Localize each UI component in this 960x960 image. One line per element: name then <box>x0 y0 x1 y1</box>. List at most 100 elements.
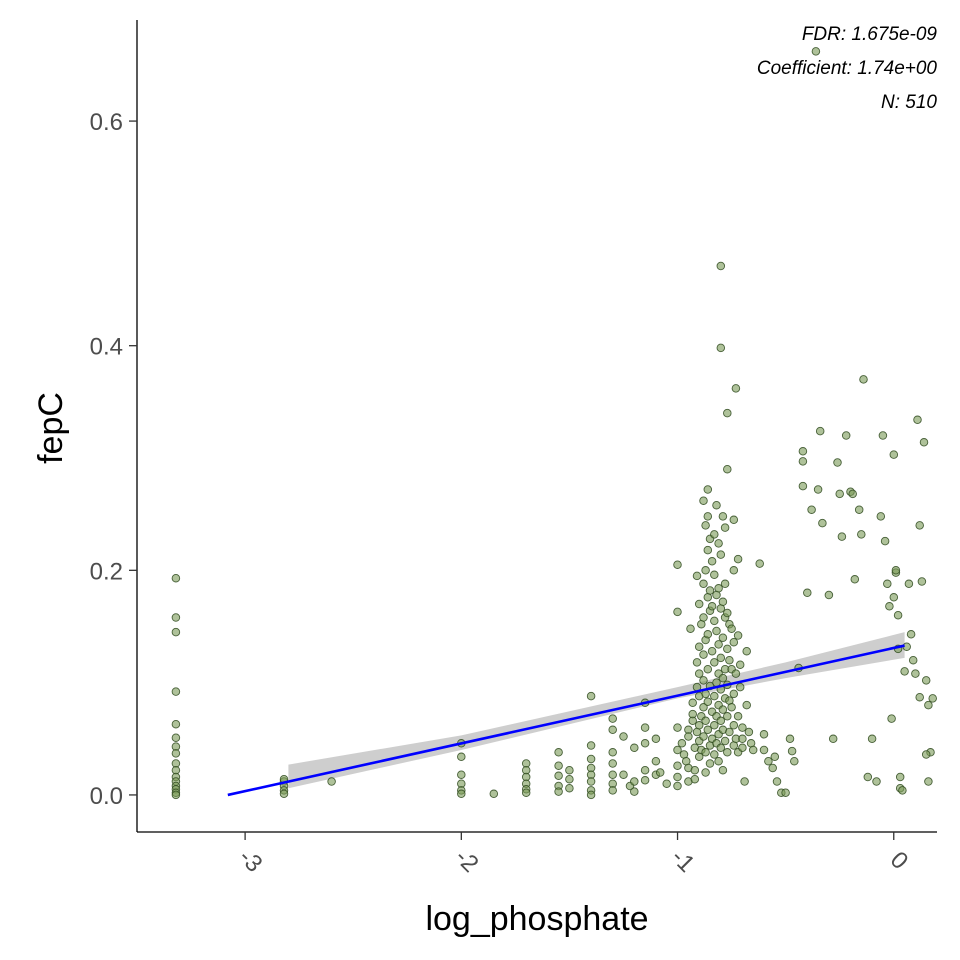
data-point <box>720 736 730 746</box>
data-point <box>710 750 719 759</box>
data-point <box>673 781 682 791</box>
data-point <box>904 579 914 589</box>
data-point <box>768 763 777 773</box>
data-point <box>640 739 650 748</box>
data-point <box>785 734 795 744</box>
data-point <box>673 607 682 617</box>
data-point <box>171 749 181 758</box>
data-point <box>703 725 713 735</box>
data-point <box>712 500 721 510</box>
fit-line <box>227 644 905 797</box>
data-point <box>705 759 715 768</box>
data-point <box>279 789 289 799</box>
data-point <box>688 709 697 719</box>
data-point <box>171 687 181 696</box>
data-point <box>917 577 927 586</box>
data-point <box>608 786 617 795</box>
data-point <box>489 789 499 799</box>
data-point <box>716 743 726 753</box>
data-point <box>924 700 933 710</box>
data-point <box>710 658 719 667</box>
data-point <box>699 613 708 622</box>
data-point <box>878 431 888 440</box>
data-point <box>651 734 661 744</box>
data-point <box>718 673 728 683</box>
data-point <box>554 771 563 781</box>
data-point <box>712 626 721 636</box>
data-point <box>723 748 732 757</box>
data-point <box>735 660 745 669</box>
data-point <box>735 682 745 692</box>
data-point <box>723 644 732 654</box>
data-point <box>699 579 708 589</box>
data-point <box>703 545 713 555</box>
data-point <box>913 415 922 425</box>
data-point <box>701 768 710 777</box>
data-point <box>703 512 713 521</box>
data-point <box>759 730 769 739</box>
data-point <box>738 734 747 744</box>
data-point <box>662 779 671 788</box>
data-point <box>813 485 823 494</box>
data-point <box>710 691 719 701</box>
data-point <box>565 765 574 775</box>
data-point <box>798 447 808 456</box>
data-point <box>893 610 903 620</box>
data-point <box>703 664 713 674</box>
data-point <box>720 579 730 589</box>
y-tick-label: 0.0 <box>90 783 123 810</box>
data-point <box>727 703 736 712</box>
data-point <box>729 689 739 699</box>
data-point <box>718 705 728 714</box>
y-tick-label: 0.2 <box>90 558 123 585</box>
data-point <box>677 739 687 748</box>
data-point <box>729 566 739 575</box>
data-point <box>699 676 708 685</box>
data-point <box>815 426 825 436</box>
x-axis-title: log_phosphate <box>425 900 648 938</box>
data-point <box>883 579 892 589</box>
data-point <box>640 765 650 775</box>
data-point <box>710 721 719 730</box>
data-point <box>921 750 931 759</box>
data-point <box>803 588 812 598</box>
annotation-n: N: 510 <box>881 92 937 113</box>
x-tick-label: -3 <box>233 844 267 878</box>
data-point <box>898 786 907 795</box>
x-tick-label: 0 <box>885 846 914 875</box>
data-point <box>554 761 563 770</box>
data-point <box>586 777 596 786</box>
data-point <box>630 743 639 753</box>
data-point <box>872 777 881 786</box>
data-point <box>707 557 717 566</box>
data-point <box>727 624 736 633</box>
data-point <box>703 485 713 494</box>
data-point <box>710 616 719 626</box>
data-point <box>640 776 650 785</box>
data-point <box>701 748 710 757</box>
data-point <box>889 593 899 602</box>
data-point <box>908 655 918 665</box>
data-point <box>694 599 704 609</box>
data-point <box>924 777 933 786</box>
data-points-layer <box>171 47 937 800</box>
data-point <box>837 532 847 541</box>
data-point <box>748 745 758 755</box>
data-point <box>701 566 710 575</box>
data-point <box>787 746 797 756</box>
data-point <box>673 761 682 770</box>
data-point <box>720 523 730 532</box>
annotation-coefficient: Coefficient: 1.74e+00 <box>757 58 938 79</box>
data-point <box>171 613 181 622</box>
data-point <box>651 756 661 766</box>
data-point <box>694 669 704 678</box>
data-point <box>723 608 732 618</box>
data-point <box>171 733 181 742</box>
data-point <box>876 512 886 521</box>
data-point <box>630 777 639 786</box>
data-point <box>699 732 708 741</box>
data-point <box>718 597 728 607</box>
data-point <box>723 408 732 418</box>
data-point <box>738 723 747 732</box>
